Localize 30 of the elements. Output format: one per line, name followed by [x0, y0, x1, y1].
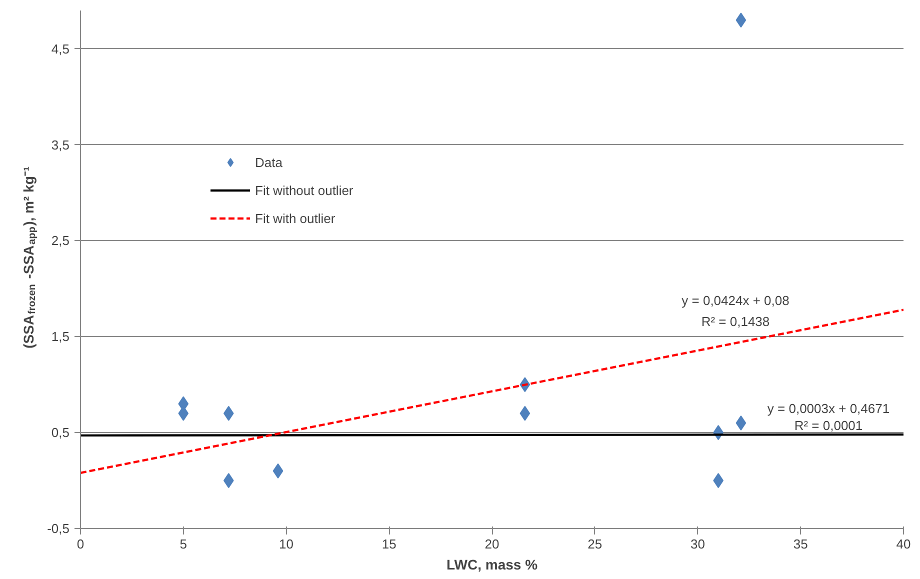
y-tick-label: 0,5: [51, 425, 70, 440]
x-tick-label: 10: [279, 536, 294, 552]
x-tick-label: 15: [382, 536, 396, 552]
x-tick-label: 0: [76, 536, 84, 552]
x-tick-label: 30: [690, 536, 705, 552]
annotation: R² = 0,1438: [701, 314, 770, 329]
y-tick-label: -0,5: [47, 521, 70, 536]
point: [223, 406, 234, 421]
legend-label: Fit without outlier: [255, 182, 354, 198]
annotation: y = 0,0003x + 0,4671: [767, 401, 890, 416]
x-tick-label: 20: [484, 536, 500, 552]
x-tick-label: 5: [180, 536, 187, 552]
point: [736, 12, 746, 28]
point: [272, 463, 284, 478]
x-tick-label: 25: [588, 536, 602, 552]
point: [736, 415, 746, 430]
legend-label: Data: [255, 154, 282, 170]
y-tick-label: 4,5: [51, 41, 70, 56]
legend-label: Fit with outlier: [255, 210, 336, 226]
point: [223, 473, 234, 488]
y-tick-label: 1,5: [51, 329, 70, 344]
y-tick-label: 2,5: [51, 233, 70, 248]
x-axis-title: LWC, mass %: [446, 556, 538, 572]
y-tick-label: 3,5: [51, 137, 70, 152]
x-tick-label: 40: [896, 536, 911, 552]
x-tick-label: 35: [793, 536, 808, 552]
annotation: R² = 0,0001: [794, 418, 863, 433]
y-axis-title: (SSAfrozen-SSAapp), m² kg⁻¹: [20, 166, 38, 348]
annotation: y = 0,0424x + 0,08: [682, 293, 790, 308]
point: [520, 406, 530, 421]
